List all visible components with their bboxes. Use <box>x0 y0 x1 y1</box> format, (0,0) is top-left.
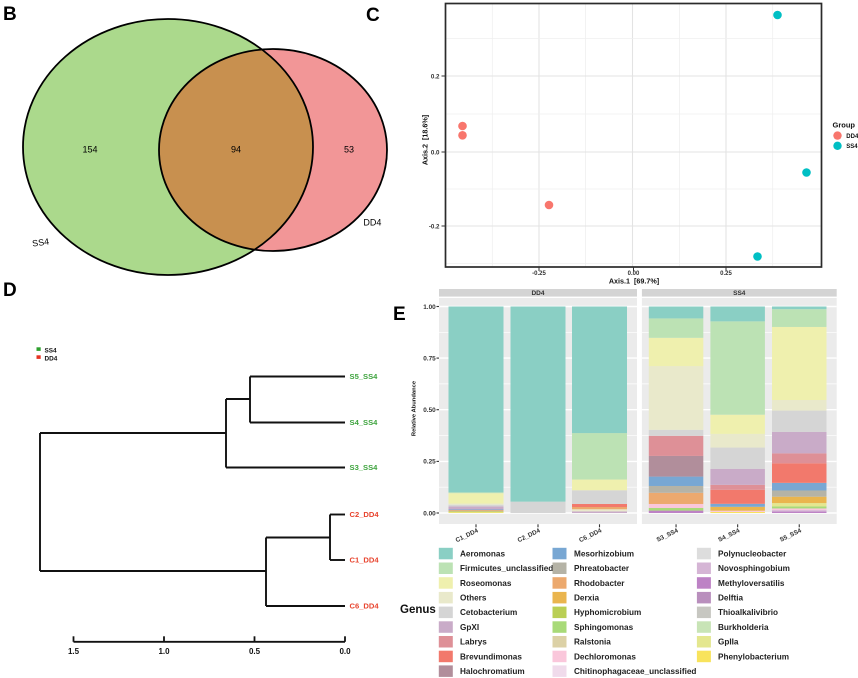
svg-text:SS4: SS4 <box>733 290 746 297</box>
svg-text:0.5: 0.5 <box>249 647 261 656</box>
svg-text:0.00: 0.00 <box>628 271 640 277</box>
svg-text:Ralstonia: Ralstonia <box>574 638 611 647</box>
svg-text:0.2: 0.2 <box>431 73 440 80</box>
svg-text:53: 53 <box>344 145 354 155</box>
svg-text:C2_DD4: C2_DD4 <box>350 510 380 519</box>
svg-text:SS4: SS4 <box>45 347 58 354</box>
svg-text:B: B <box>3 4 17 25</box>
svg-text:E: E <box>393 304 406 325</box>
svg-text:0.00: 0.00 <box>423 510 436 517</box>
svg-text:Hyphomicrobium: Hyphomicrobium <box>574 608 641 617</box>
svg-text:Rhodobacter: Rhodobacter <box>574 579 625 588</box>
svg-text:Halochromatium: Halochromatium <box>460 667 525 676</box>
svg-text:SS4: SS4 <box>32 236 50 248</box>
svg-text:Dechloromonas: Dechloromonas <box>574 652 636 661</box>
svg-text:1.5: 1.5 <box>68 647 80 656</box>
svg-text:Burkholderia: Burkholderia <box>718 623 769 632</box>
svg-text:-0.25: -0.25 <box>532 271 546 277</box>
svg-text:Cetobacterium: Cetobacterium <box>460 608 517 617</box>
svg-text:Thioalkalivibrio: Thioalkalivibrio <box>718 608 778 617</box>
svg-text:DD4: DD4 <box>531 290 544 297</box>
svg-text:0.25: 0.25 <box>423 459 436 466</box>
svg-text:DD4: DD4 <box>45 355 58 362</box>
svg-text:C: C <box>366 5 380 26</box>
svg-text:C1_DD4: C1_DD4 <box>350 556 380 565</box>
svg-text:Polynucleobacter: Polynucleobacter <box>718 549 787 558</box>
svg-text:-0.2: -0.2 <box>429 223 440 230</box>
svg-text:Derxia: Derxia <box>574 594 599 603</box>
svg-text:S3_SS4: S3_SS4 <box>350 463 379 472</box>
svg-text:C6_DD4: C6_DD4 <box>350 602 380 611</box>
svg-text:Group: Group <box>833 121 856 130</box>
svg-text:DD4: DD4 <box>846 134 858 140</box>
svg-text:GpIIa: GpIIa <box>718 638 739 647</box>
svg-text:SS4: SS4 <box>846 144 858 150</box>
svg-text:1.0: 1.0 <box>158 647 170 656</box>
svg-text:0.75: 0.75 <box>423 355 436 362</box>
svg-text:Mesorhizobium: Mesorhizobium <box>574 549 634 558</box>
svg-text:Roseomonas: Roseomonas <box>460 579 512 588</box>
svg-text:94: 94 <box>231 145 241 155</box>
svg-text:1.00: 1.00 <box>423 304 436 311</box>
svg-text:S5_SS4: S5_SS4 <box>350 372 379 381</box>
svg-text:Methyloversatilis: Methyloversatilis <box>718 579 785 588</box>
svg-text:Novosphingobium: Novosphingobium <box>718 564 790 573</box>
svg-text:Others: Others <box>460 594 487 603</box>
svg-text:D: D <box>3 280 17 301</box>
svg-text:0.0: 0.0 <box>431 149 440 156</box>
svg-text:GpXI: GpXI <box>460 623 479 632</box>
svg-text:Delftia: Delftia <box>718 594 743 603</box>
svg-text:Aeromonas: Aeromonas <box>460 549 505 558</box>
svg-text:Axis.1 [69.7%]: Axis.1 [69.7%] <box>609 276 659 285</box>
svg-text:0.25: 0.25 <box>720 271 732 277</box>
svg-text:S4_SS4: S4_SS4 <box>350 418 379 427</box>
svg-text:0.0: 0.0 <box>339 647 351 656</box>
svg-text:Sphingomonas: Sphingomonas <box>574 623 634 632</box>
svg-text:Phreatobacter: Phreatobacter <box>574 564 630 573</box>
svg-text:Firmicutes_unclassified: Firmicutes_unclassified <box>460 564 553 573</box>
svg-text:Labrys: Labrys <box>460 638 487 647</box>
svg-text:Brevundimonas: Brevundimonas <box>460 652 522 661</box>
svg-text:Phenylobacterium: Phenylobacterium <box>718 652 789 661</box>
svg-text:154: 154 <box>82 145 97 155</box>
svg-text:DD4: DD4 <box>363 218 381 228</box>
svg-text:Axis.2 [18.6%]: Axis.2 [18.6%] <box>421 115 430 165</box>
svg-text:Relative Abundance: Relative Abundance <box>412 380 418 436</box>
svg-text:Genus: Genus <box>400 604 436 616</box>
svg-text:Chitinophagaceae_unclassified: Chitinophagaceae_unclassified <box>574 667 696 676</box>
svg-text:0.50: 0.50 <box>423 407 436 414</box>
